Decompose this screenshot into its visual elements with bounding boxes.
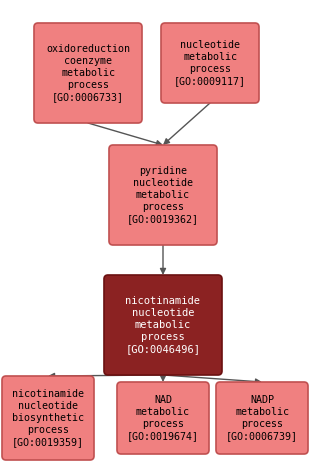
Text: nicotinamide
nucleotide
metabolic
process
[GO:0046496]: nicotinamide nucleotide metabolic proces… (126, 296, 201, 354)
Text: nucleotide
metabolic
process
[GO:0009117]: nucleotide metabolic process [GO:0009117… (174, 40, 246, 86)
FancyBboxPatch shape (161, 23, 259, 103)
Text: nicotinamide
nucleotide
biosynthetic
process
[GO:0019359]: nicotinamide nucleotide biosynthetic pro… (12, 389, 84, 447)
Text: pyridine
nucleotide
metabolic
process
[GO:0019362]: pyridine nucleotide metabolic process [G… (127, 166, 199, 224)
Text: NAD
metabolic
process
[GO:0019674]: NAD metabolic process [GO:0019674] (127, 395, 199, 441)
FancyBboxPatch shape (216, 382, 308, 454)
FancyBboxPatch shape (117, 382, 209, 454)
FancyBboxPatch shape (104, 275, 222, 375)
FancyBboxPatch shape (109, 145, 217, 245)
FancyBboxPatch shape (34, 23, 142, 123)
Text: oxidoreduction
coenzyme
metabolic
process
[GO:0006733]: oxidoreduction coenzyme metabolic proces… (46, 44, 130, 102)
Text: NADP
metabolic
process
[GO:0006739]: NADP metabolic process [GO:0006739] (226, 395, 298, 441)
FancyBboxPatch shape (2, 376, 94, 460)
